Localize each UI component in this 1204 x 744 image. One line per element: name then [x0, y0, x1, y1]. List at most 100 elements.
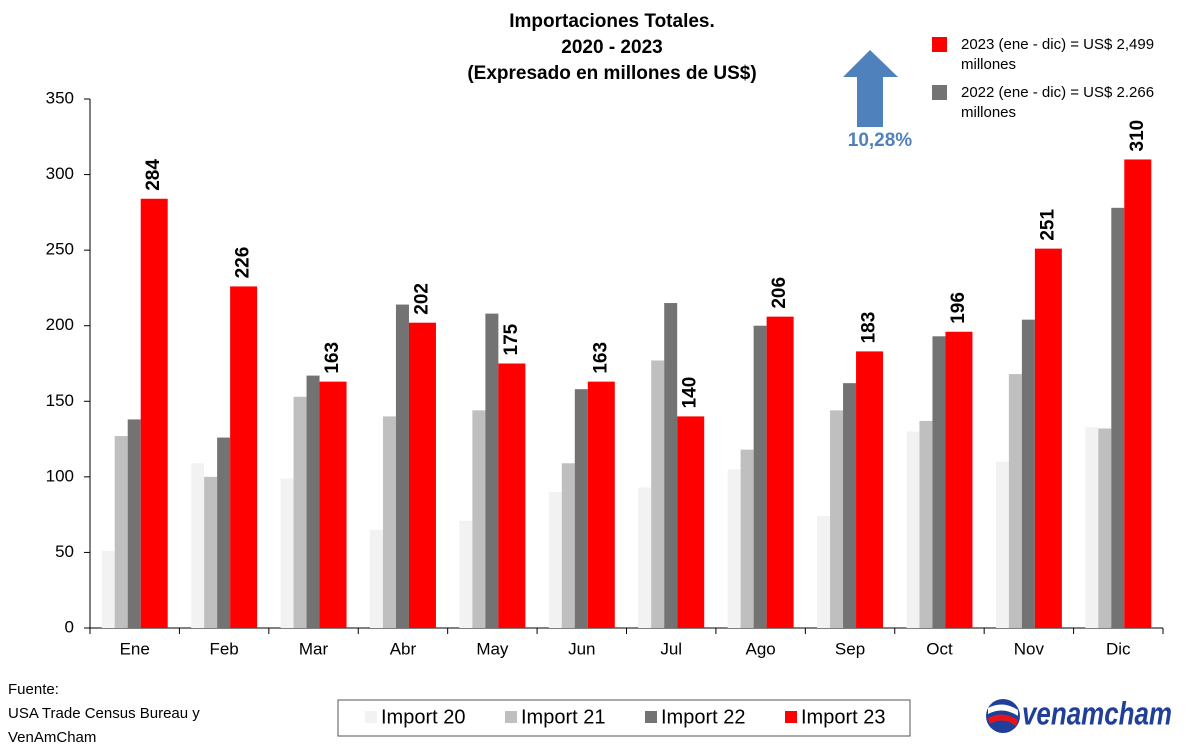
bar [945, 331, 973, 628]
x-tick-label: Dic [1106, 639, 1131, 658]
value-label: 226 [233, 247, 254, 279]
y-tick-label: 0 [65, 617, 74, 636]
bar [1085, 426, 1099, 628]
bar [459, 520, 473, 628]
bar [664, 303, 678, 628]
bar [369, 529, 383, 628]
legend-label: Import 23 [801, 706, 885, 728]
total-swatch [932, 85, 947, 100]
bar [101, 550, 115, 628]
legend-label: Import 20 [381, 706, 465, 728]
bar [114, 436, 128, 628]
bar [1008, 374, 1022, 628]
bar [677, 416, 705, 628]
chart-title: 2020 - 2023 [561, 37, 662, 58]
bar [548, 491, 562, 628]
logo-text: venamcham [1022, 695, 1172, 731]
y-tick-label: 200 [46, 315, 74, 334]
x-tick-label: Jul [660, 639, 682, 658]
value-label: 251 [1037, 208, 1058, 240]
bar [932, 336, 946, 628]
bar [485, 313, 499, 628]
value-label: 206 [769, 277, 790, 309]
bar [382, 416, 396, 628]
bar [472, 410, 486, 628]
bar [843, 383, 857, 628]
bar [280, 478, 294, 628]
bar [587, 381, 615, 628]
x-tick-label: Ago [746, 639, 776, 658]
bar [817, 516, 831, 628]
x-tick-label: Jun [568, 639, 595, 658]
x-tick-label: Oct [926, 639, 953, 658]
source-note: Fuente: [8, 681, 59, 698]
legend-swatch [505, 711, 517, 723]
x-tick-label: Mar [299, 639, 329, 658]
bar [753, 325, 767, 628]
bar [395, 304, 409, 628]
x-tick-label: Feb [209, 639, 238, 658]
x-tick-label: May [476, 639, 509, 658]
y-tick-label: 300 [46, 164, 74, 183]
chart-title: Importaciones Totales. [509, 11, 715, 32]
source-note: USA Trade Census Bureau y [8, 705, 200, 722]
bar [727, 469, 741, 628]
bar [766, 316, 794, 628]
x-tick-label: Nov [1014, 639, 1045, 658]
x-tick-label: Abr [390, 639, 417, 658]
source-note: VenAmCham [8, 729, 96, 744]
total-note: millones [961, 104, 1016, 121]
value-label: 163 [590, 342, 611, 374]
x-tick-label: Sep [835, 639, 865, 658]
bar [191, 463, 205, 628]
logo: venamcham [986, 695, 1172, 733]
total-note: millones [961, 56, 1016, 73]
value-label: 175 [501, 323, 522, 355]
value-label: 284 [143, 159, 164, 191]
bar [919, 420, 933, 628]
value-label: 202 [411, 283, 432, 315]
value-label: 310 [1127, 120, 1148, 152]
value-label: 183 [859, 312, 880, 344]
bar [306, 375, 320, 628]
legend-swatch [645, 711, 657, 723]
y-tick-label: 100 [46, 466, 74, 485]
legend-box [337, 699, 911, 737]
bar [1098, 428, 1112, 628]
y-tick-label: 350 [46, 88, 74, 107]
total-swatch [932, 37, 947, 52]
bar [856, 351, 884, 628]
up-arrow [843, 50, 898, 127]
bar [1034, 248, 1062, 629]
value-label: 196 [948, 292, 969, 324]
bar [638, 487, 652, 628]
change-label: 10,28% [848, 130, 913, 151]
bar [906, 431, 920, 628]
value-label: 163 [322, 342, 343, 374]
bar [574, 389, 588, 628]
total-note: 2023 (ene - dic) = US$ 2,499 [961, 36, 1154, 53]
value-label: 140 [680, 377, 701, 409]
bar [127, 419, 141, 628]
bar [319, 381, 347, 628]
bar [293, 396, 307, 628]
chart-title: (Expresado en millones de US$) [467, 63, 756, 84]
y-tick-label: 250 [46, 240, 74, 259]
bar [651, 360, 665, 628]
legend-label: Import 22 [661, 706, 745, 728]
bar [740, 449, 754, 628]
bar [230, 286, 258, 628]
x-tick-label: Ene [120, 639, 150, 658]
total-note: 2022 (ene - dic) = US$ 2.266 [961, 84, 1154, 101]
legend-swatch [365, 711, 377, 723]
bar [204, 476, 218, 628]
bar [217, 437, 231, 628]
bar [561, 463, 575, 628]
bar [498, 363, 526, 628]
y-tick-label: 150 [46, 391, 74, 410]
bar [830, 410, 844, 628]
bar [1111, 207, 1125, 628]
bar [408, 322, 436, 628]
bar [995, 461, 1009, 628]
